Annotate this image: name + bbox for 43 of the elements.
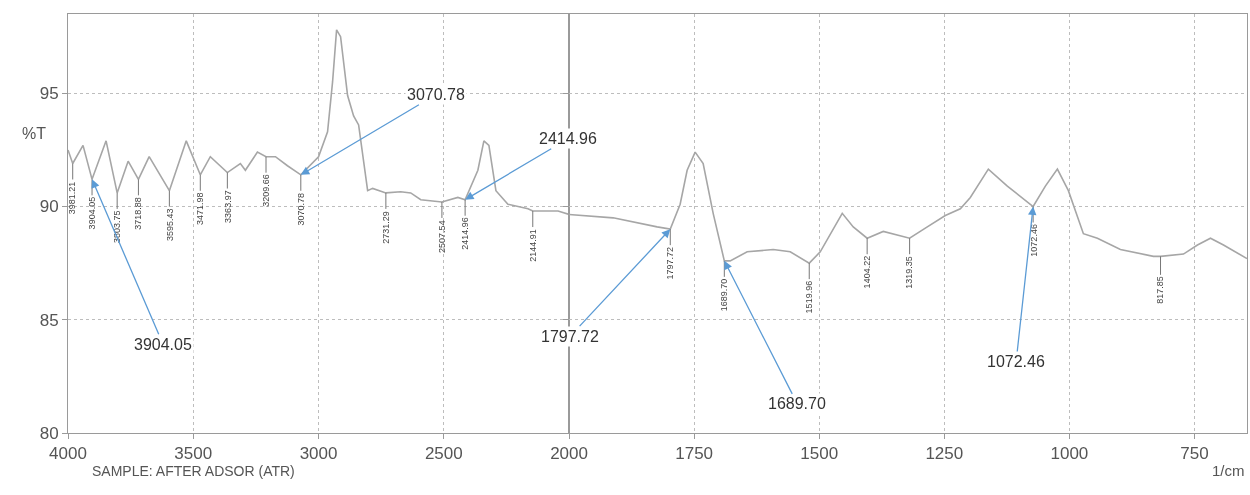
y-tick-label: 90 — [39, 197, 59, 217]
annotation: 3904.05 — [134, 336, 192, 353]
annotation: 3471.98 — [195, 192, 206, 226]
x-axis-title: 1/cm — [1212, 462, 1245, 479]
annotation: 3981.21 — [67, 181, 78, 215]
x-tick-label: 3000 — [299, 444, 338, 464]
y-tick-label: 95 — [39, 84, 59, 104]
annotation: 3363.97 — [222, 190, 233, 223]
x-tick-label: 1250 — [925, 444, 964, 464]
annotation: 3803.75 — [112, 210, 123, 244]
annotation: 1519.96 — [804, 280, 815, 314]
y-tick-label: 80 — [39, 423, 59, 443]
annotation: 1404.22 — [861, 255, 872, 289]
x-tick-label: 2500 — [424, 444, 463, 464]
annotation: 1797.72 — [665, 246, 676, 280]
y-axis-title: %T — [22, 125, 47, 142]
annotation: 3070.78 — [295, 193, 306, 226]
y-tick-label: 85 — [39, 310, 59, 330]
x-tick-label: 1000 — [1050, 444, 1089, 464]
x-tick-label: 750 — [1180, 444, 1209, 464]
x-tick-label: 2000 — [550, 444, 588, 464]
annotation: 2414.96 — [460, 217, 471, 250]
annotation: 1797.72 — [541, 328, 599, 345]
annotation: 2414.96 — [539, 130, 597, 147]
annotation: 2144.91 — [527, 229, 538, 262]
x-tick-label: 4000 — [49, 444, 87, 464]
annotation: 1689.70 — [719, 278, 730, 312]
annotation: 1689.70 — [768, 395, 826, 412]
annotation: 3904.05 — [86, 196, 97, 230]
x-tick-label: 1500 — [800, 444, 839, 464]
text: SAMPLE: AFTER ADSOR (ATR) — [92, 463, 295, 479]
annotation: 2731.29 — [380, 211, 391, 244]
x-tick-label: 1750 — [675, 444, 714, 464]
annotation: 3209.66 — [261, 174, 272, 207]
annotation: 1072.46 — [987, 353, 1045, 370]
annotation: 2507.54 — [436, 220, 447, 253]
annotation: 3595.43 — [164, 208, 175, 242]
annotation: 817.85 — [1155, 276, 1166, 304]
x-tick-label: 3500 — [174, 444, 213, 464]
annotation: 1319.35 — [904, 256, 915, 289]
annotation: 3718.88 — [133, 197, 144, 230]
annotation: 1072.46 — [1028, 224, 1039, 257]
annotation: 3070.78 — [407, 86, 465, 103]
